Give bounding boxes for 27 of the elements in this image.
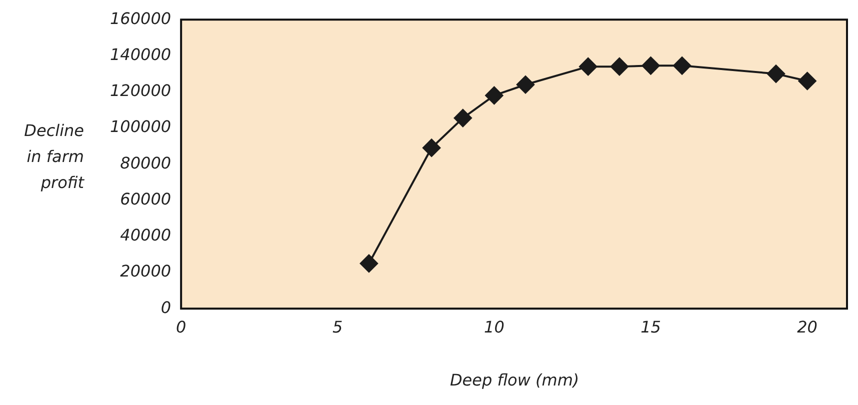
point (454, 109, 472, 128)
x-tick-label: 0 (176, 317, 186, 336)
point (673, 56, 692, 75)
y-tick-label: 140000 (110, 44, 172, 64)
x-tick-label: 10 (484, 317, 504, 336)
point (579, 58, 598, 76)
x-axis-title: Deep flow (mm) (450, 370, 580, 390)
point (610, 58, 628, 76)
x-tick-label: 5 (332, 317, 343, 336)
point (422, 138, 441, 157)
point (360, 254, 378, 272)
point (485, 86, 504, 104)
y-tick-label: 20000 (120, 262, 172, 281)
y-tick-label: 100000 (110, 117, 172, 136)
x-tick-label: 15 (640, 317, 661, 336)
point (798, 72, 816, 90)
y-tick-label: 0 (160, 298, 172, 317)
y-tick-label: 60000 (120, 189, 172, 208)
point (516, 76, 534, 94)
y-tick-label: 120000 (110, 81, 172, 100)
y-tick-label: 160000 (110, 8, 172, 28)
point (642, 56, 660, 75)
point (766, 64, 785, 83)
y-tick-label: 40000 (120, 226, 172, 245)
y-axis-title: Decline in farm profit (23, 120, 84, 194)
x-tick-label: 20 (797, 317, 818, 336)
y-tick-label: 80000 (120, 153, 172, 172)
